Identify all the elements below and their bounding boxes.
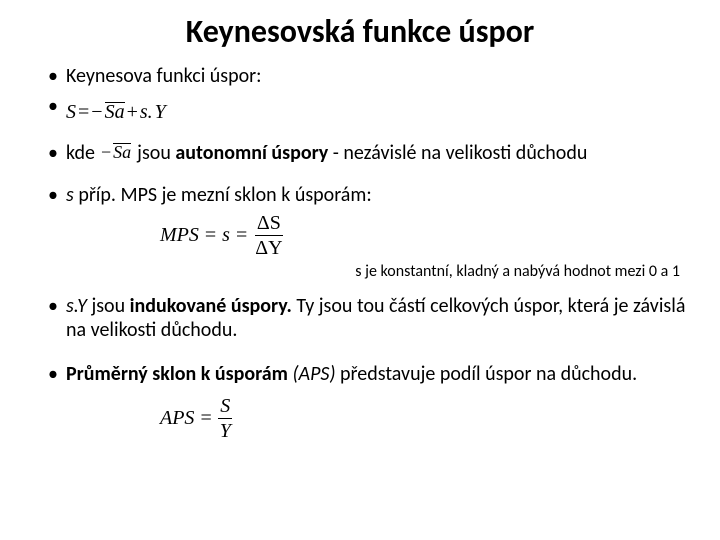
aps-label: APS	[160, 407, 194, 430]
note-s-constant: s je konstantní, kladný a nabývá hodnot …	[30, 262, 680, 281]
bullet-kde: kde − Sa jsou autonomní úspory - nezávis…	[48, 142, 690, 166]
formula-aps: APS = S Y	[160, 396, 233, 441]
formula-s: s.	[140, 101, 153, 125]
aps-num: S	[218, 396, 232, 419]
kde-text2: - nezávislé na velikosti důchodu	[328, 141, 587, 165]
bullet-aps: Průměrný sklon k úsporám (APS) představu…	[48, 363, 690, 387]
mps-eq2: =	[236, 224, 247, 247]
page-title: Keynesovská funkce úspor	[30, 12, 690, 51]
aps-fraction: S Y	[218, 396, 233, 441]
bullet-main-formula: S = − Sa + s. Y	[48, 95, 690, 125]
formula-savings: S = − Sa + s. Y	[66, 101, 166, 125]
bullet-list: Keynesova funkci úspor: S = − Sa + s. Y …	[30, 65, 690, 207]
bullet-list-2: s.Y jsou indukované úspory. Ty jsou tou …	[30, 295, 690, 386]
aps-eq: =	[200, 407, 211, 430]
formula-y: Y	[155, 101, 166, 125]
induced-t1: jsou	[87, 294, 130, 318]
kde-sa-bar: Sa	[113, 142, 131, 163]
kde-text1: jsou	[137, 141, 175, 165]
mps-s-var: s	[222, 224, 230, 247]
kde-neg: −	[101, 142, 111, 163]
mps-eq1: =	[205, 224, 216, 247]
formula-eq: =	[78, 101, 89, 125]
formula-plus: +	[127, 101, 138, 125]
aps-italic: (APS)	[292, 362, 335, 386]
bullet-mps: s příp. MPS je mezní sklon k úsporám:	[48, 184, 690, 208]
induced-bold: indukované úspory.	[130, 294, 292, 318]
formula-neg: −	[91, 101, 102, 125]
aps-den: Y	[218, 419, 233, 441]
kde-bold: autonomní úspory	[175, 141, 328, 165]
mps-rest: příp. MPS je mezní sklon k úsporám:	[74, 183, 372, 207]
mps-fraction: ΔS ΔY	[253, 213, 284, 258]
formula-lhs: S	[66, 101, 76, 125]
bullet-intro: Keynesova funkci úspor:	[48, 65, 690, 89]
formula-mps: MPS = s = ΔS ΔY	[160, 213, 285, 258]
mps-s: s	[66, 183, 74, 207]
aps-bold: Průměrný sklon k úsporám	[66, 362, 292, 386]
aps-plain: představuje podíl úspor na důchodu.	[336, 362, 638, 386]
bullet-induced: s.Y jsou indukované úspory. Ty jsou tou …	[48, 295, 690, 342]
kde-pre: kde	[66, 142, 95, 166]
mps-num: ΔS	[255, 213, 283, 236]
mps-den: ΔY	[253, 236, 284, 258]
formula-sa-bar: Sa	[105, 101, 125, 125]
mps-label: MPS	[160, 224, 199, 247]
induced-sy: s.Y	[66, 294, 87, 318]
